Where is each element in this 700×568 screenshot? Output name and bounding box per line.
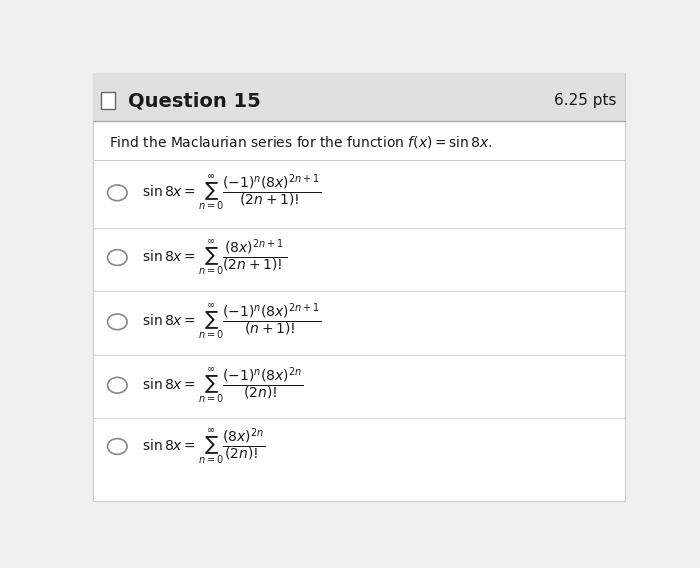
Bar xyxy=(93,73,624,120)
Circle shape xyxy=(108,250,127,265)
Text: Question 15: Question 15 xyxy=(128,91,261,110)
Circle shape xyxy=(108,438,127,454)
Bar xyxy=(101,92,115,109)
Text: $\sin 8x = \sum_{n=0}^{\infty} \dfrac{(8x)^{2n+1}}{(2n+1)!}$: $\sin 8x = \sum_{n=0}^{\infty} \dfrac{(8… xyxy=(141,237,287,278)
Text: $\sin 8x = \sum_{n=0}^{\infty} \dfrac{(-1)^{n}(8x)^{2n}}{(2n)!}$: $\sin 8x = \sum_{n=0}^{\infty} \dfrac{(-… xyxy=(141,365,303,406)
Text: $\sin 8x = \sum_{n=0}^{\infty} \dfrac{(-1)^{n}(8x)^{2n+1}}{(n+1)!}$: $\sin 8x = \sum_{n=0}^{\infty} \dfrac{(-… xyxy=(141,302,321,342)
Text: 6.25 pts: 6.25 pts xyxy=(554,94,617,108)
Text: $\sin 8x = \sum_{n=0}^{\infty} \dfrac{(-1)^{n}(8x)^{2n+1}}{(2n+1)!}$: $\sin 8x = \sum_{n=0}^{\infty} \dfrac{(-… xyxy=(141,173,321,213)
Circle shape xyxy=(108,314,127,329)
FancyBboxPatch shape xyxy=(93,73,624,501)
Text: $\sin 8x = \sum_{n=0}^{\infty} \dfrac{(8x)^{2n}}{(2n)!}$: $\sin 8x = \sum_{n=0}^{\infty} \dfrac{(8… xyxy=(141,426,265,467)
Circle shape xyxy=(108,185,127,201)
Circle shape xyxy=(108,377,127,393)
Text: Find the Maclaurian series for the function $f(x) = \sin 8x$.: Find the Maclaurian series for the funct… xyxy=(109,133,493,149)
